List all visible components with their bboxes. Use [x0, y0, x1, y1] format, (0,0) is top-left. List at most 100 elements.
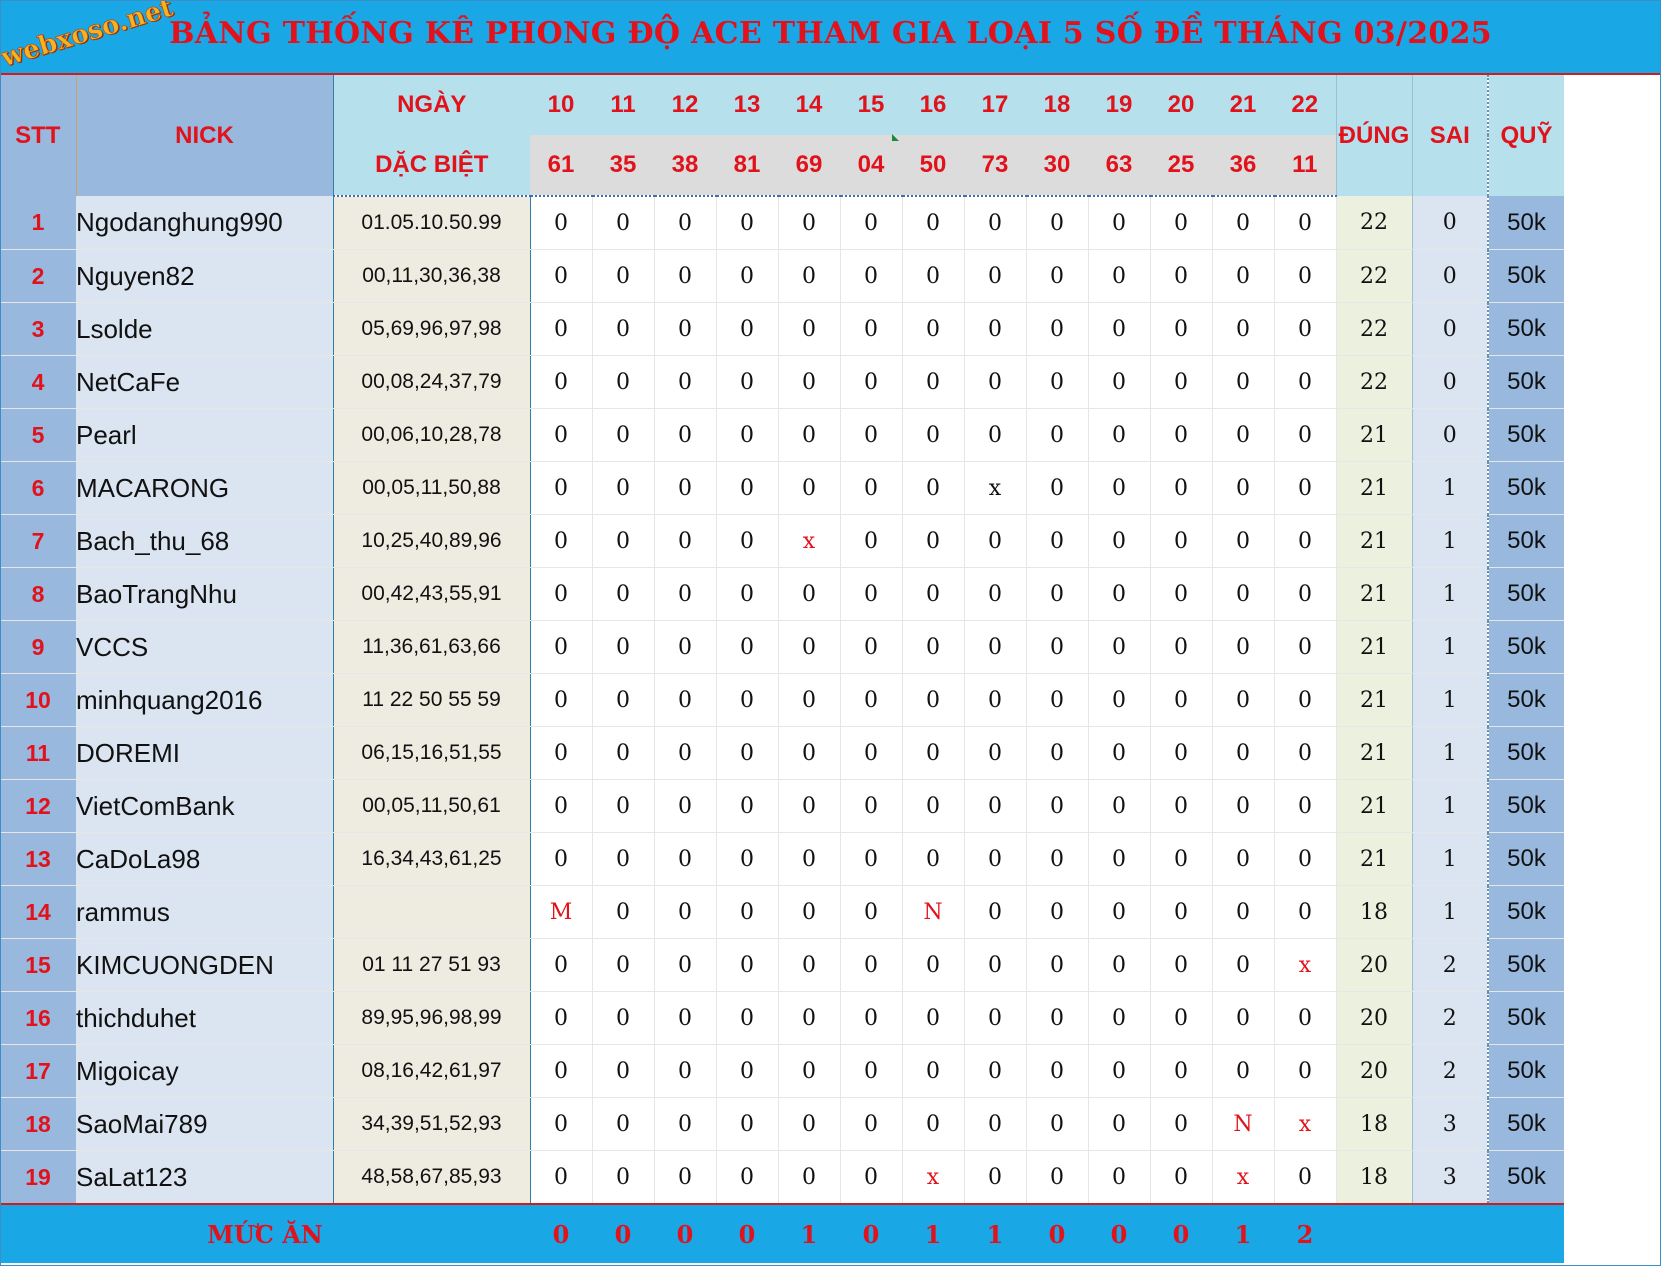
- correct-count: 21: [1335, 779, 1412, 833]
- result-cell: 0: [840, 1150, 903, 1205]
- row-index: 3: [0, 302, 76, 356]
- result-cell: 0: [840, 938, 903, 992]
- wrong-count: 2: [1411, 1044, 1488, 1098]
- fund-value: 50k: [1487, 355, 1564, 409]
- correct-count: 21: [1335, 673, 1412, 727]
- result-cell: 0: [654, 408, 717, 462]
- player-nick: Lsolde: [76, 302, 334, 356]
- result-cell: 0: [1274, 196, 1337, 250]
- result-cell: 0: [1150, 673, 1213, 727]
- wrong-header: SAI: [1411, 75, 1488, 196]
- fund-value: 50k: [1487, 620, 1564, 674]
- result-cell: 0: [964, 249, 1027, 303]
- result-cell: 0: [1150, 1044, 1213, 1098]
- result-cell: 0: [530, 1097, 593, 1151]
- result-cell: 0: [1274, 1150, 1337, 1205]
- footer-value: 0: [1026, 1203, 1088, 1263]
- result-cell: 0: [1150, 249, 1213, 303]
- player-numbers: 00,06,10,28,78: [333, 408, 531, 462]
- table-row: 19 SaLat123 48,58,67,85,93 0 0 0 0 0 0 x 0 0 0 0 x 0 18 3…: [0, 1150, 1564, 1205]
- result-cell: 0: [1274, 355, 1337, 409]
- player-nick: KIMCUONGDEN: [76, 938, 334, 992]
- player-numbers: 11 22 50 55 59: [333, 673, 531, 727]
- player-numbers: 01.05.10.50.99: [333, 196, 531, 250]
- result-cell: N: [902, 885, 965, 939]
- result-cell: 0: [840, 461, 903, 515]
- result-cell: 0: [592, 567, 655, 621]
- result-cell: 0: [1088, 408, 1151, 462]
- result-cell: 0: [1212, 991, 1275, 1045]
- comment-indicator: [892, 134, 899, 141]
- result-cell: 0: [1150, 832, 1213, 886]
- result-cell: 0: [902, 673, 965, 727]
- result-cell: 0: [964, 1150, 1027, 1205]
- footer-wrong-empty: [1412, 1203, 1488, 1263]
- special-number: 04: [840, 135, 902, 197]
- day-header: 13: [716, 75, 778, 135]
- result-cell: 0: [964, 673, 1027, 727]
- result-cell: 0: [1088, 991, 1151, 1045]
- day-header: 21: [1212, 75, 1274, 135]
- result-cell: 0: [592, 991, 655, 1045]
- result-cell: 0: [1088, 832, 1151, 886]
- wrong-count: 1: [1411, 567, 1488, 621]
- result-cell: 0: [654, 196, 717, 250]
- result-cell: 0: [1150, 620, 1213, 674]
- result-cell: 0: [654, 461, 717, 515]
- table-row: 13 CaDoLa98 16,34,43,61,25 0 0 0 0 0 0 0 0 0 0 0 0 0 21 1…: [0, 832, 1564, 886]
- result-cell: 0: [1212, 1044, 1275, 1098]
- result-cell: 0: [1026, 567, 1089, 621]
- result-cell: x: [964, 461, 1027, 515]
- result-cell: 0: [840, 726, 903, 780]
- result-cell: 0: [1212, 249, 1275, 303]
- row-index: 15: [0, 938, 76, 992]
- result-cell: 0: [1274, 249, 1337, 303]
- result-cell: 0: [1212, 302, 1275, 356]
- player-nick: DOREMI: [76, 726, 334, 780]
- fund-value: 50k: [1487, 885, 1564, 939]
- stats-table: STT NICK NGÀY 10 11 12 13 14 15 16 17 18…: [0, 75, 1564, 1263]
- row-index: 11: [0, 726, 76, 780]
- result-cell: 0: [1088, 1044, 1151, 1098]
- footer-value: 1: [902, 1203, 964, 1263]
- result-cell: 0: [1088, 779, 1151, 833]
- table-row: 11 DOREMI 06,15,16,51,55 0 0 0 0 0 0 0 0 0 0 0 0 0 21 1 50…: [0, 726, 1564, 780]
- result-cell: 0: [1088, 938, 1151, 992]
- result-cell: 0: [1088, 885, 1151, 939]
- wrong-count: 1: [1411, 885, 1488, 939]
- table-row: 7 Bach_thu_68 10,25,40,89,96 0 0 0 0 x 0 0 0 0 0 0 0 0 2…: [0, 514, 1564, 568]
- correct-count: 21: [1335, 408, 1412, 462]
- result-cell: x: [778, 514, 841, 568]
- result-cell: 0: [1026, 196, 1089, 250]
- result-cell: 0: [964, 620, 1027, 674]
- player-numbers: 10,25,40,89,96: [333, 514, 531, 568]
- result-cell: 0: [716, 991, 779, 1045]
- result-cell: 0: [1212, 832, 1275, 886]
- result-cell: 0: [902, 408, 965, 462]
- result-cell: 0: [964, 832, 1027, 886]
- footer-value: 0: [654, 1203, 716, 1263]
- player-nick: MACARONG: [76, 461, 334, 515]
- title-bar: BẢNG THỐNG KÊ PHONG ĐỘ ACE THAM GIA LOẠI…: [0, 0, 1661, 75]
- result-cell: 0: [592, 408, 655, 462]
- special-number: 73: [964, 135, 1026, 197]
- result-cell: 0: [1088, 567, 1151, 621]
- footer-value: 1: [964, 1203, 1026, 1263]
- footer-fund-empty: [1488, 1203, 1564, 1263]
- footer-label: MỨC ĂN: [0, 1203, 530, 1263]
- result-cell: 0: [592, 196, 655, 250]
- result-cell: 0: [654, 1044, 717, 1098]
- result-cell: 0: [716, 408, 779, 462]
- fund-header: QUỸ: [1487, 75, 1564, 196]
- result-cell: 0: [778, 832, 841, 886]
- wrong-count: 1: [1411, 726, 1488, 780]
- result-cell: 0: [654, 832, 717, 886]
- result-cell: 0: [716, 249, 779, 303]
- result-cell: 0: [1150, 567, 1213, 621]
- result-cell: 0: [1212, 938, 1275, 992]
- table-row: 6 MACARONG 00,05,11,50,88 0 0 0 0 0 0 0 x 0 0 0 0 0 21 1 5…: [0, 461, 1564, 515]
- result-cell: 0: [592, 302, 655, 356]
- result-cell: 0: [654, 514, 717, 568]
- result-cell: 0: [902, 779, 965, 833]
- result-cell: 0: [530, 461, 593, 515]
